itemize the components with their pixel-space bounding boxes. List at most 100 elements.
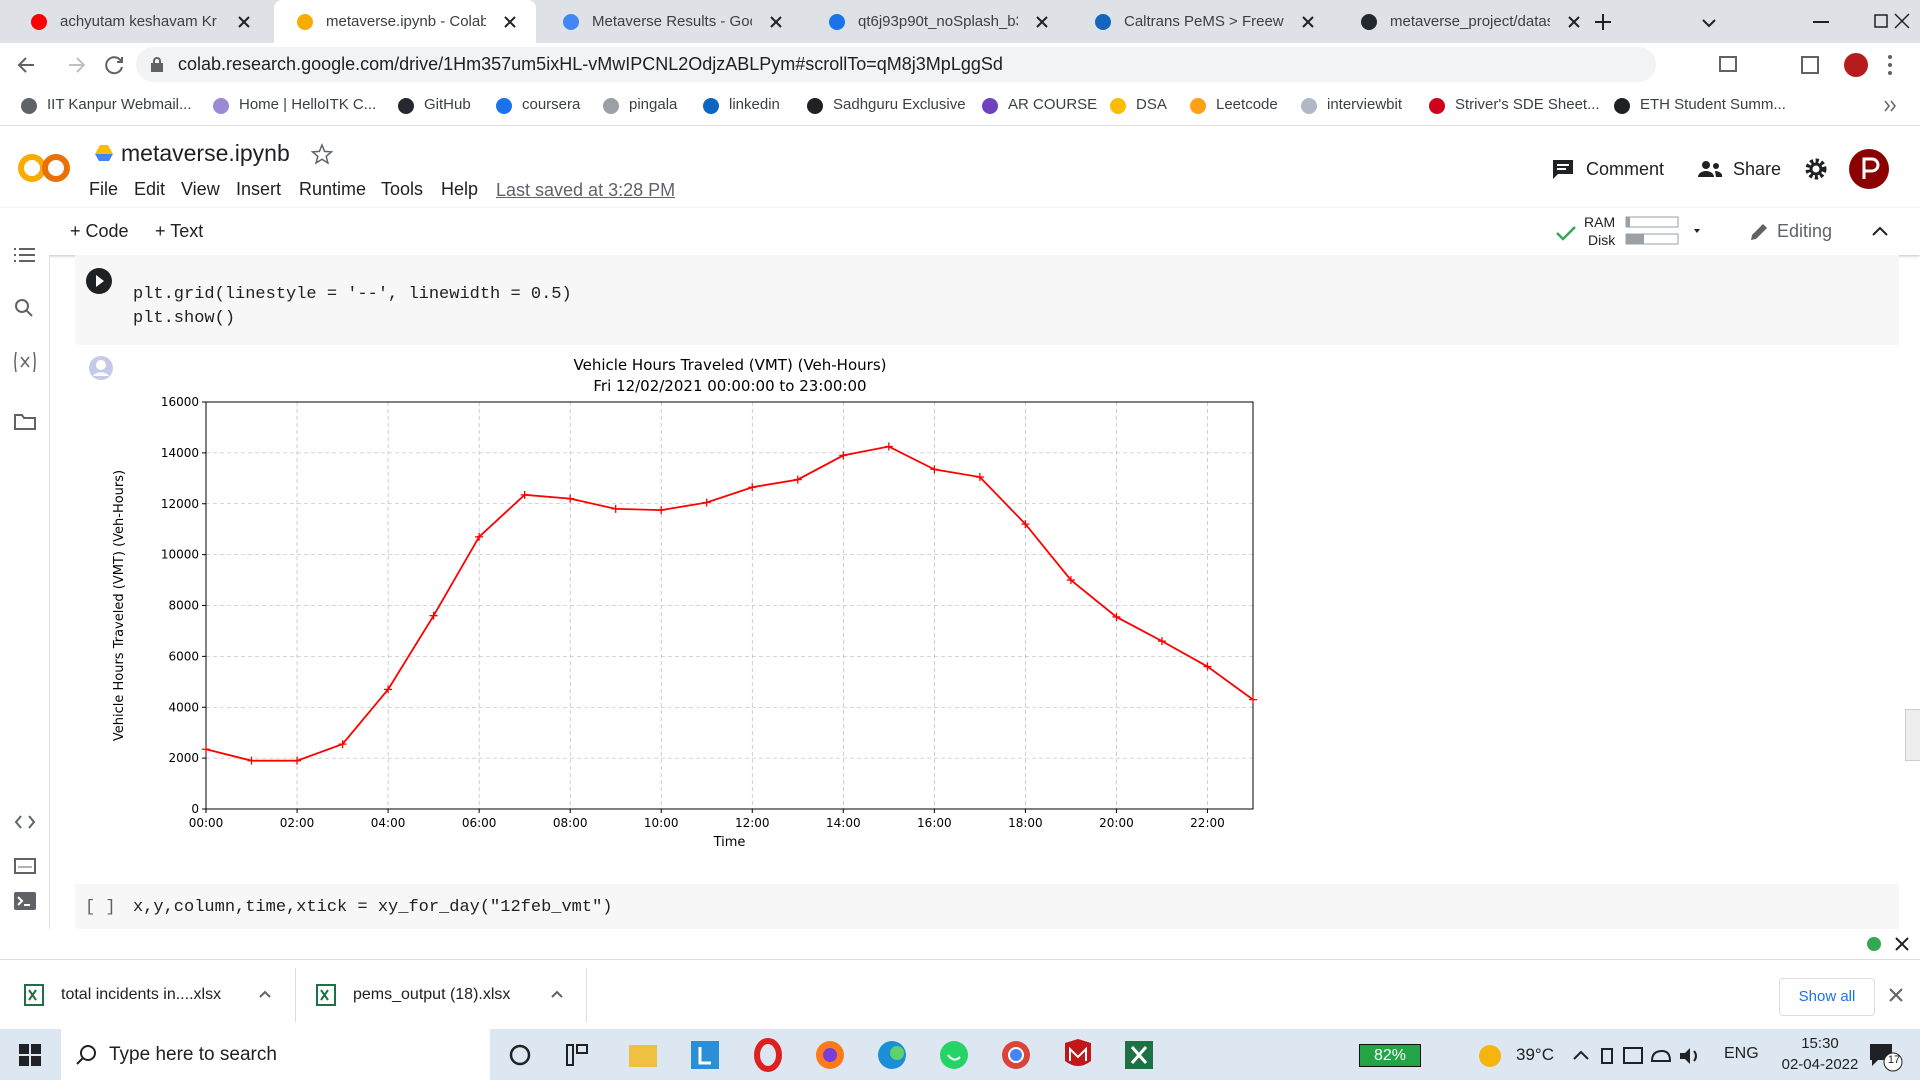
window-control[interactable] bbox=[1595, 14, 1611, 30]
nav-buttons[interactable] bbox=[14, 53, 124, 77]
url-field[interactable]: colab.research.google.com/drive/1Hm357um… bbox=[136, 47, 1656, 82]
close-downloads[interactable] bbox=[1889, 988, 1903, 1002]
browser-actions[interactable] bbox=[1680, 51, 1910, 79]
notebook-title[interactable]: metaverse.ipynb bbox=[121, 140, 290, 166]
account-avatar[interactable] bbox=[1848, 148, 1890, 190]
add-text-button[interactable]: + Text bbox=[155, 221, 204, 241]
window-control[interactable] bbox=[1894, 13, 1910, 29]
y-tick-label: 12000 bbox=[161, 497, 199, 511]
status-icons[interactable] bbox=[1866, 936, 1912, 952]
tab-close[interactable] bbox=[770, 16, 782, 28]
show-all-button[interactable]: Show all bbox=[1779, 978, 1875, 1016]
notification-count[interactable]: 17 bbox=[1887, 1054, 1901, 1066]
browser-tab[interactable]: metaverse_project/dataset bbox=[1338, 0, 1600, 43]
collapse-button[interactable] bbox=[1870, 224, 1890, 238]
window-control[interactable] bbox=[1702, 19, 1716, 28]
settings-button[interactable] bbox=[1805, 158, 1827, 180]
x-tick-label: 14:00 bbox=[826, 816, 861, 830]
bookmark[interactable]: GitHub bbox=[424, 96, 471, 113]
tab-close[interactable] bbox=[238, 16, 250, 28]
close-glyph bbox=[770, 16, 782, 28]
battery-indicator[interactable]: 82% bbox=[1359, 1044, 1421, 1067]
language[interactable]: ENG bbox=[1724, 1045, 1759, 1062]
menu-item[interactable]: View bbox=[181, 179, 220, 199]
bookmark[interactable]: Striver's SDE Sheet... bbox=[1455, 96, 1600, 113]
bookmark[interactable]: pingala bbox=[629, 96, 678, 113]
menu-item[interactable]: Runtime bbox=[299, 179, 367, 199]
menu-item[interactable]: Help bbox=[441, 179, 479, 199]
download-item[interactable]: pems_output (18).xlsx bbox=[296, 960, 586, 1030]
browser-tab[interactable]: Metaverse Results - Google bbox=[540, 0, 802, 43]
tab-favicon-box bbox=[828, 13, 846, 35]
bookmark[interactable]: IIT Kanpur Webmail... bbox=[47, 96, 192, 113]
bookmark-icon bbox=[21, 98, 37, 114]
window-controls[interactable] bbox=[1595, 10, 1915, 34]
browser-tab[interactable]: Caltrans PeMS > Freeway I bbox=[1072, 0, 1334, 43]
bookmark[interactable]: Sadhguru Exclusive bbox=[833, 96, 966, 113]
temperature[interactable]: 39°C bbox=[1516, 1045, 1554, 1064]
resource-meter[interactable] bbox=[1625, 216, 1705, 246]
bookmark[interactable]: linkedin bbox=[729, 96, 780, 113]
data-marker bbox=[884, 442, 893, 451]
tab-close[interactable] bbox=[1568, 16, 1580, 28]
close-glyph bbox=[504, 16, 516, 28]
menu-item[interactable]: Tools bbox=[381, 179, 424, 199]
tab-close[interactable] bbox=[1036, 16, 1048, 28]
menu-item[interactable]: Insert bbox=[236, 179, 282, 199]
browser-tab[interactable]: qt6j93p90t_noSplash_b3fa bbox=[806, 0, 1068, 43]
star-button[interactable] bbox=[311, 143, 333, 165]
bookmark[interactable]: interviewbit bbox=[1327, 96, 1403, 113]
share-button[interactable]: Share bbox=[1733, 159, 1782, 179]
comment-icon bbox=[1553, 160, 1573, 179]
y-tick-label: 10000 bbox=[161, 548, 199, 562]
menu-item[interactable]: File bbox=[89, 179, 119, 199]
bookmark[interactable]: AR COURSE bbox=[1008, 96, 1098, 113]
bookmark[interactable]: Home | HelloITK C... bbox=[239, 96, 377, 113]
download-menu[interactable] bbox=[550, 988, 564, 1000]
data-marker bbox=[202, 745, 210, 754]
menu-item[interactable]: Edit bbox=[134, 179, 166, 199]
bookmark-icon bbox=[603, 98, 619, 114]
terminal-button[interactable] bbox=[13, 891, 37, 913]
bookmarks-overflow[interactable] bbox=[1884, 99, 1898, 113]
pinned-apps[interactable] bbox=[505, 1037, 1165, 1077]
bookmark[interactable]: Leetcode bbox=[1216, 96, 1278, 113]
bookmark-icon bbox=[496, 98, 512, 114]
bookmark[interactable]: DSA bbox=[1136, 96, 1167, 113]
notification-icon[interactable] bbox=[1868, 1042, 1904, 1072]
cell-prompt[interactable]: [ ] bbox=[85, 898, 116, 917]
bookmark-glyph bbox=[807, 98, 823, 114]
search-icon bbox=[76, 1045, 96, 1065]
window-control[interactable] bbox=[1874, 14, 1888, 28]
comment-button[interactable]: Comment bbox=[1586, 159, 1665, 179]
favicon-shape bbox=[1361, 14, 1377, 30]
bookmark[interactable]: ETH Student Summ... bbox=[1640, 96, 1786, 113]
run-button[interactable] bbox=[85, 267, 113, 295]
plot-frame bbox=[205, 401, 1254, 810]
tab-favicon-box bbox=[296, 13, 314, 35]
clock-time[interactable]: 15:30 bbox=[1801, 1035, 1839, 1052]
tab-close[interactable] bbox=[504, 16, 516, 28]
add-code-button[interactable]: + Code bbox=[70, 221, 129, 241]
start-button[interactable] bbox=[19, 1044, 41, 1066]
download-item[interactable]: total incidents in....xlsx bbox=[0, 960, 295, 1030]
taskbar: Type here to search 82% 39°C ENG 15 bbox=[0, 1029, 1920, 1080]
download-menu[interactable] bbox=[258, 988, 272, 1000]
clock-date[interactable]: 02-04-2022 bbox=[1781, 1056, 1859, 1073]
scrollbar-thumb[interactable] bbox=[1905, 709, 1920, 761]
last-saved[interactable]: Last saved at 3:28 PM bbox=[496, 180, 676, 200]
colab-logo[interactable] bbox=[18, 152, 72, 184]
browser-tab[interactable]: metaverse.ipynb - Colabora bbox=[274, 0, 536, 43]
tab-bar: achyutam keshavam Kr metaverse.ipynb - Co… bbox=[0, 0, 1920, 43]
editing-mode[interactable]: Editing bbox=[1777, 221, 1833, 241]
bookmark[interactable]: coursera bbox=[522, 96, 581, 113]
data-line bbox=[205, 445, 1254, 762]
browser-tab[interactable]: achyutam keshavam Kr bbox=[8, 0, 270, 43]
left-sidebar bbox=[0, 248, 50, 929]
tab-close[interactable] bbox=[1302, 16, 1314, 28]
sidebar-icons[interactable] bbox=[13, 237, 37, 897]
data-marker bbox=[1203, 662, 1212, 671]
data-marker bbox=[520, 490, 529, 499]
tray-icons[interactable] bbox=[1572, 1045, 1722, 1067]
search-box[interactable]: Type here to search bbox=[61, 1029, 490, 1080]
